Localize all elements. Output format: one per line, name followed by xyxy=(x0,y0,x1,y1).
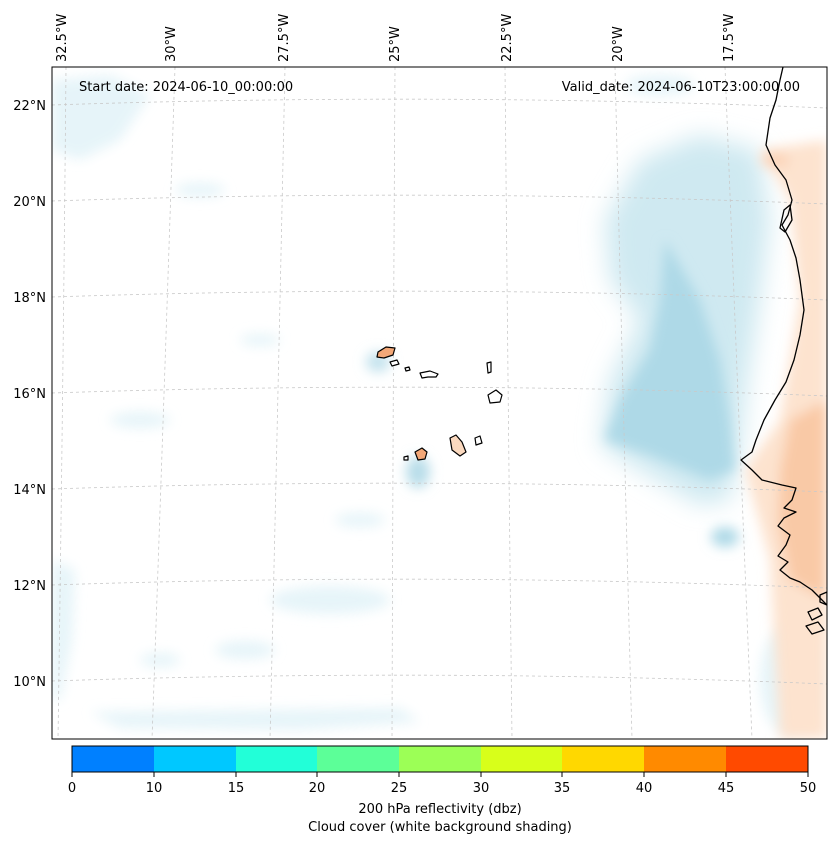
colorbar-tick-label: 15 xyxy=(228,781,245,796)
colorbar-segment xyxy=(562,746,644,772)
gridline-lon xyxy=(151,67,176,739)
gridline-lat xyxy=(52,290,827,301)
island-sao-nicolau xyxy=(419,370,439,379)
gridline-lat xyxy=(52,578,827,589)
latitude-labels: 22°N 20°N 18°N 16°N 14°N 12°N 10°N xyxy=(13,99,46,690)
colorbar-tick-label: 10 xyxy=(146,781,163,796)
lon-label: 17.5°W xyxy=(722,14,737,62)
island-santiago xyxy=(449,434,467,457)
island-sal xyxy=(486,361,492,374)
colorbar: 0 10 15 20 25 30 35 40 45 50 200 hPa ref… xyxy=(68,745,816,835)
island-fogo xyxy=(414,447,428,461)
colorbar-segment xyxy=(726,746,808,772)
gridline-lon xyxy=(57,67,67,739)
lat-label: 16°N xyxy=(13,387,46,402)
lat-label: 12°N xyxy=(13,579,46,594)
land-warm-shading xyxy=(761,152,789,168)
gridline-lon xyxy=(391,67,396,739)
lon-label: 22.5°W xyxy=(500,14,515,62)
colorbar-tick-label: 25 xyxy=(391,781,408,796)
colorbar-segment xyxy=(317,746,399,772)
gridline-lon xyxy=(614,67,633,739)
cloud-cover-shading xyxy=(270,586,390,614)
colorbar-segments xyxy=(72,746,808,772)
start-date-label: Start date: 2024-06-10_00:00:00 xyxy=(79,80,293,95)
colorbar-segment xyxy=(154,746,236,772)
colorbar-segment xyxy=(72,746,154,772)
colorbar-title: 200 hPa reflectivity (dbz) xyxy=(358,802,521,817)
colorbar-tick-label: 40 xyxy=(636,781,653,796)
gridline-lon xyxy=(269,67,286,739)
africa-coastline-detail xyxy=(779,204,793,233)
cloud-cover-layer xyxy=(52,75,827,739)
cloud-cell xyxy=(406,456,430,488)
cloud-cover-shading xyxy=(175,183,225,197)
cloud-cell xyxy=(711,527,739,547)
colorbar-segment xyxy=(481,746,562,772)
lat-label: 20°N xyxy=(13,195,46,210)
cloud-cover-shading xyxy=(215,641,275,659)
cloud-cover-shading xyxy=(90,708,420,730)
colorbar-segment xyxy=(399,746,481,772)
colorbar-tick-label: 30 xyxy=(473,781,490,796)
colorbar-subtitle: Cloud cover (white background shading) xyxy=(308,820,572,835)
bijagos-islands xyxy=(819,591,827,606)
colorbar-segment xyxy=(644,746,726,772)
lon-label: 27.5°W xyxy=(277,14,292,62)
lon-label: 30°W xyxy=(164,26,179,62)
colorbar-tick-labels: 0 10 15 20 25 30 35 40 45 50 xyxy=(68,781,816,796)
colorbar-segment xyxy=(236,746,317,772)
gridline-lon xyxy=(504,67,513,739)
gridline-lat xyxy=(52,194,827,205)
bijagos-islands xyxy=(805,621,825,635)
coastlines xyxy=(376,67,827,635)
longitude-labels: 32.5°W 30°W 27.5°W 25°W 22.5°W 20°W 17.5… xyxy=(55,14,737,62)
island-boa-vista xyxy=(487,389,503,404)
island-maio xyxy=(474,435,483,446)
africa-coastline xyxy=(740,67,827,606)
graticule xyxy=(52,67,827,739)
island-santo-antao xyxy=(376,346,396,359)
lon-label: 20°W xyxy=(611,26,626,62)
cloud-cover-shading xyxy=(110,412,170,428)
island-brava xyxy=(403,455,409,461)
island-sao-vicente xyxy=(389,359,400,367)
cloud-cover-shading xyxy=(240,334,280,346)
cloud-cover-shading xyxy=(52,75,150,160)
land-warm-shading xyxy=(745,140,827,739)
colorbar-frame xyxy=(71,745,809,773)
colorbar-tick-label: 35 xyxy=(554,781,571,796)
colorbar-ticks xyxy=(71,772,809,777)
lat-label: 10°N xyxy=(13,675,46,690)
cloud-cover-shading xyxy=(52,560,75,700)
gridline-lat xyxy=(52,386,827,397)
colorbar-tick-label: 0 xyxy=(68,781,76,796)
gridline-lat xyxy=(52,674,827,685)
gridline-lat xyxy=(52,98,827,109)
lat-label: 22°N xyxy=(13,99,46,114)
cloud-band-core xyxy=(605,240,735,480)
lon-label: 25°W xyxy=(388,26,403,62)
valid-date-label: Valid_date: 2024-06-10T23:00:00.00 xyxy=(562,80,800,95)
bijagos-islands xyxy=(807,607,823,621)
colorbar-tick-label: 50 xyxy=(800,781,817,796)
map-panel: Start date: 2024-06-10_00:00:00 Valid_da… xyxy=(13,14,828,740)
colorbar-tick-label: 45 xyxy=(718,781,735,796)
land-warm-shading xyxy=(778,400,827,600)
cloud-cover-shading xyxy=(140,653,180,667)
lon-label: 32.5°W xyxy=(55,14,70,62)
cloud-cover-shading xyxy=(335,513,385,527)
gridline-lat xyxy=(52,482,827,493)
lat-label: 18°N xyxy=(13,291,46,306)
map-frame xyxy=(51,66,828,740)
colorbar-tick-label: 20 xyxy=(309,781,326,796)
lat-label: 14°N xyxy=(13,483,46,498)
gridline-lon xyxy=(724,67,753,739)
cloud-cover-shading xyxy=(625,75,695,95)
island-santa-luzia xyxy=(404,366,411,372)
